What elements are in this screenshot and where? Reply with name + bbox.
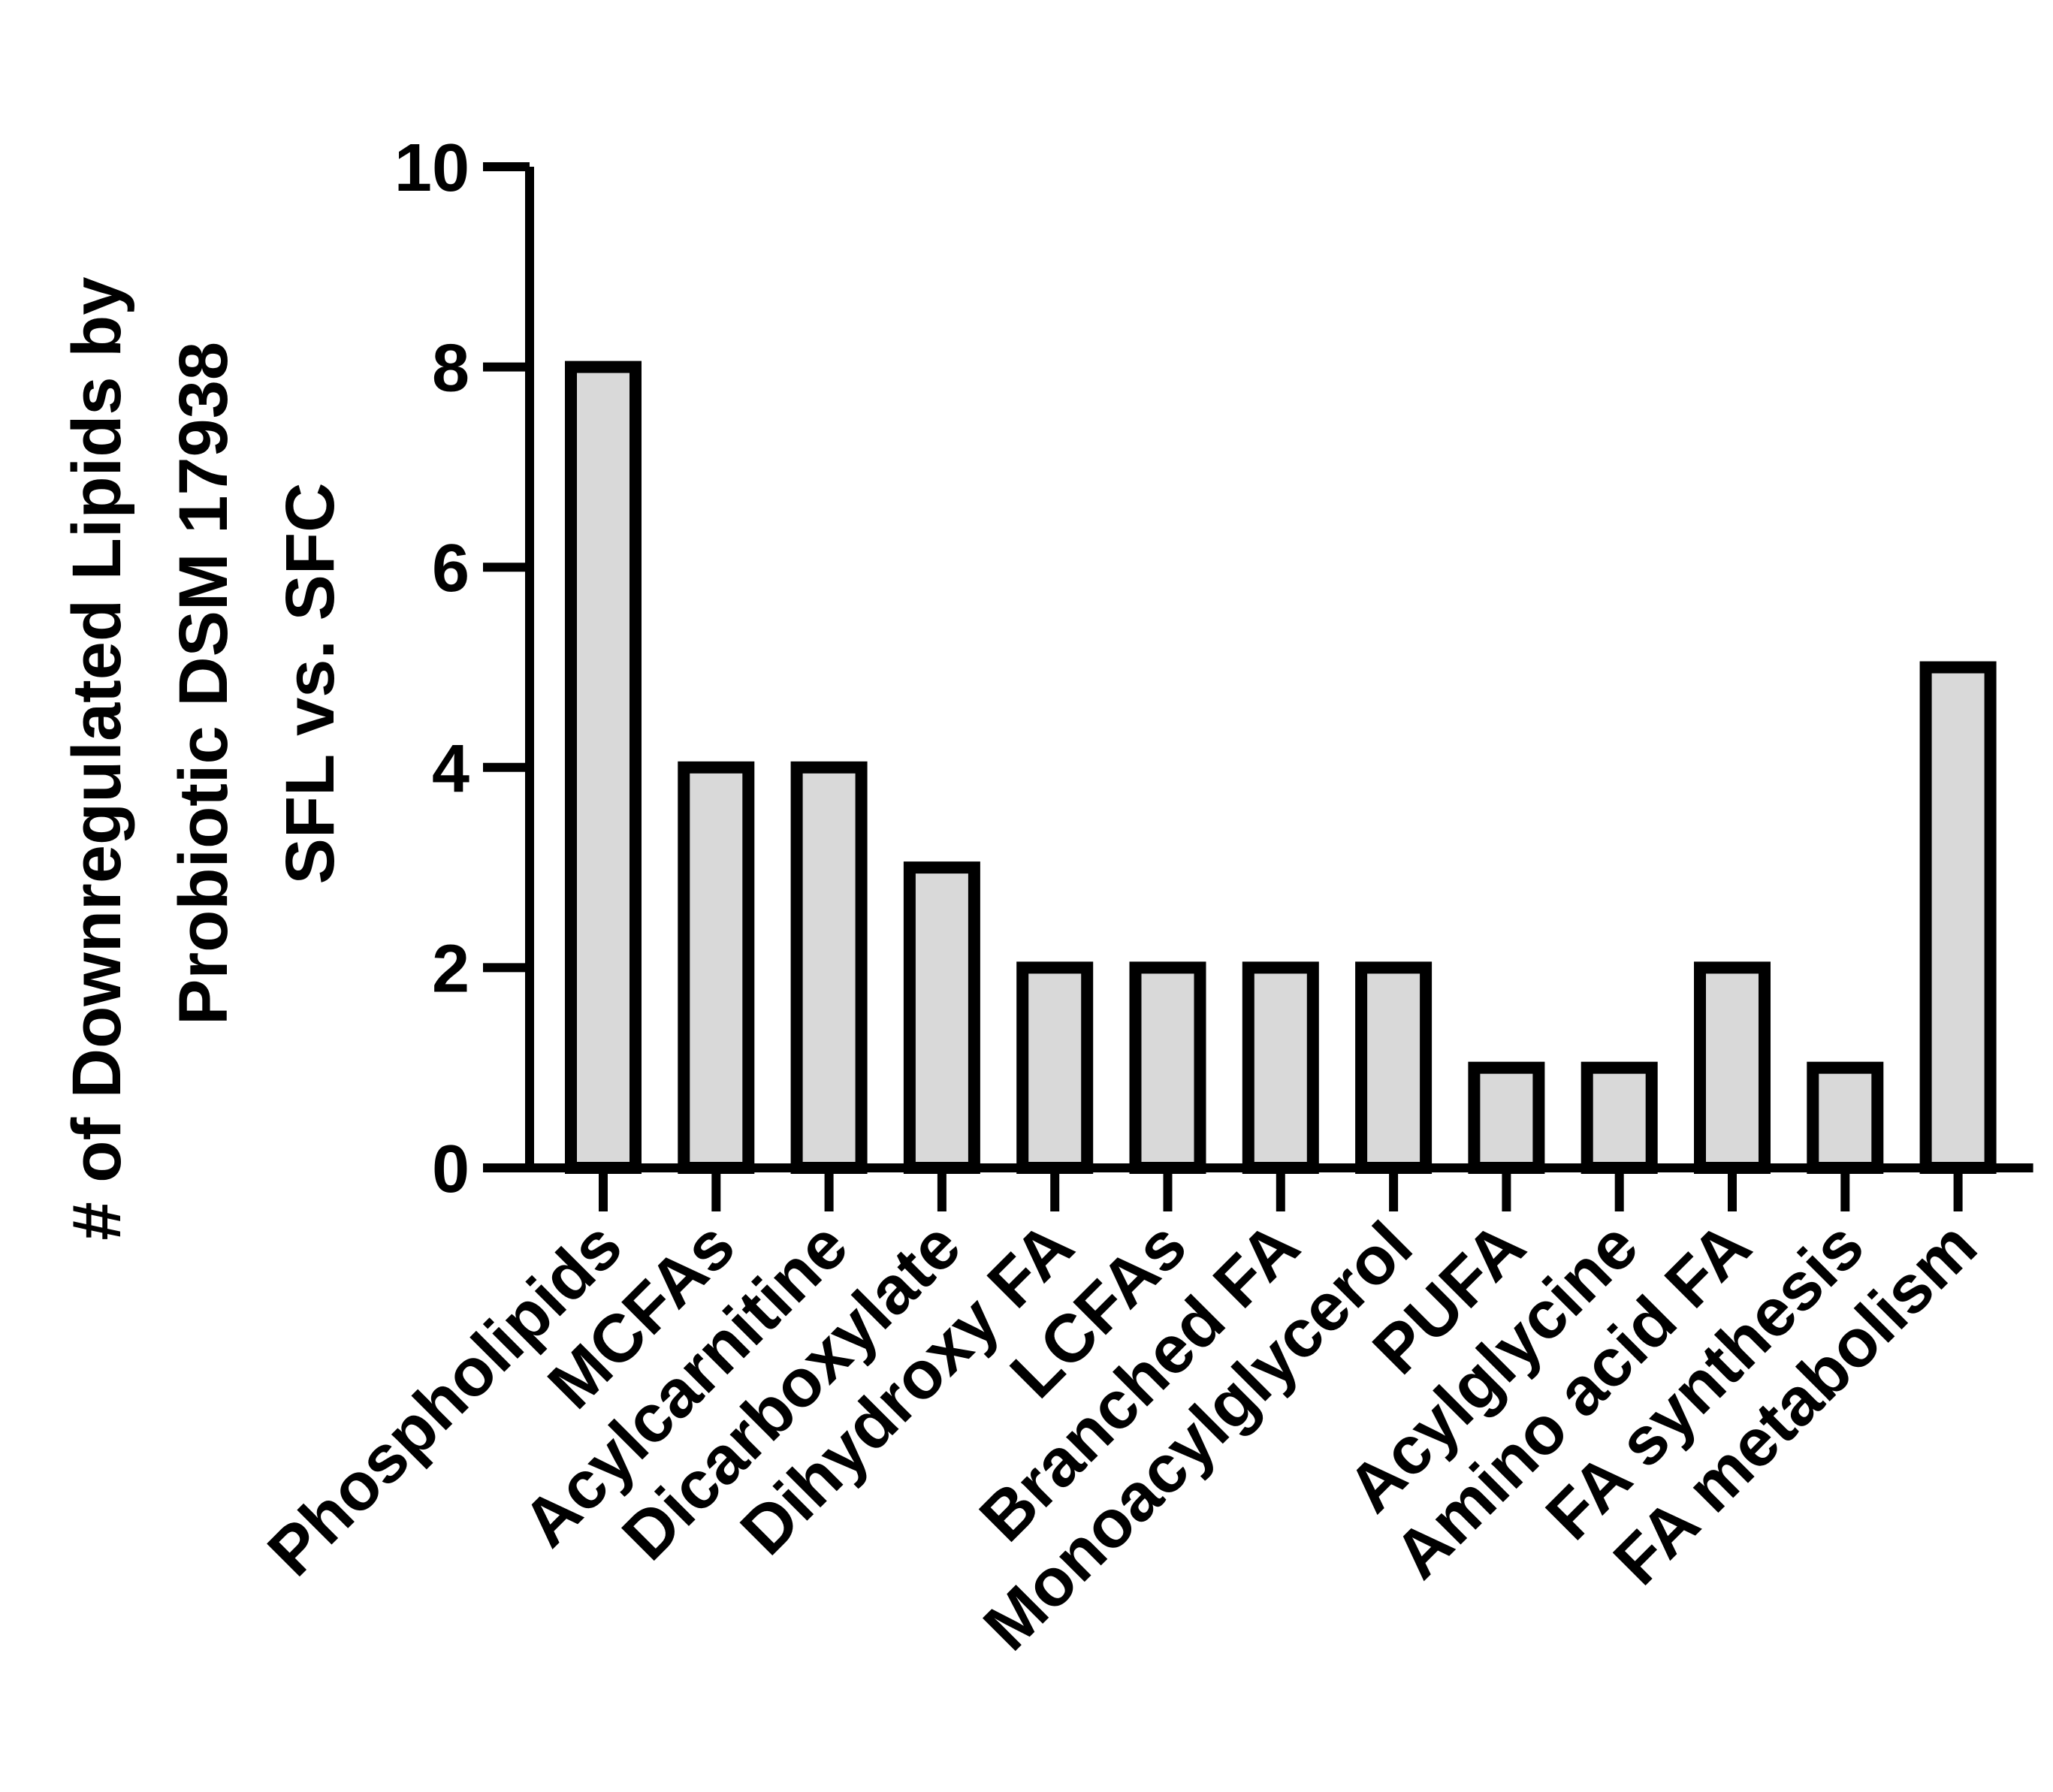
bar — [1581, 1061, 1658, 1174]
bar — [1129, 961, 1206, 1175]
y-tick-label: 10 — [394, 131, 469, 206]
bar — [1242, 961, 1319, 1175]
y-axis-title: # of Downregulated Lipids by Probiotic D… — [59, 277, 349, 1241]
y-tick-label: 8 — [432, 331, 469, 406]
bar — [1919, 661, 1997, 1174]
bar — [565, 361, 642, 1175]
y-axis-title-line-3: SFL vs. SFC — [272, 482, 349, 884]
bar — [1016, 961, 1094, 1175]
y-tick-label: 6 — [432, 531, 469, 606]
y-tick-label: 4 — [432, 732, 469, 807]
bar — [678, 761, 755, 1174]
bar — [1468, 1061, 1545, 1174]
y-axis-title-line-2: Probiotic DSM 17938 — [165, 342, 242, 1025]
bar — [1807, 1061, 1884, 1174]
bar — [903, 861, 980, 1174]
y-tick-label: 2 — [432, 931, 469, 1006]
y-tick-label: 0 — [432, 1132, 469, 1207]
bar — [1355, 961, 1433, 1175]
bar — [790, 761, 868, 1174]
bars — [565, 361, 1997, 1175]
y-axis: 0 2 4 6 8 10 — [394, 131, 534, 1207]
x-tick-labels: PhospholipidsMCFAsAcylcarnitineDicarboxy… — [254, 1208, 1991, 1664]
bar — [1694, 961, 1771, 1175]
y-axis-title-line-1: # of Downregulated Lipids by — [59, 277, 135, 1241]
x-axis — [525, 1163, 2033, 1211]
